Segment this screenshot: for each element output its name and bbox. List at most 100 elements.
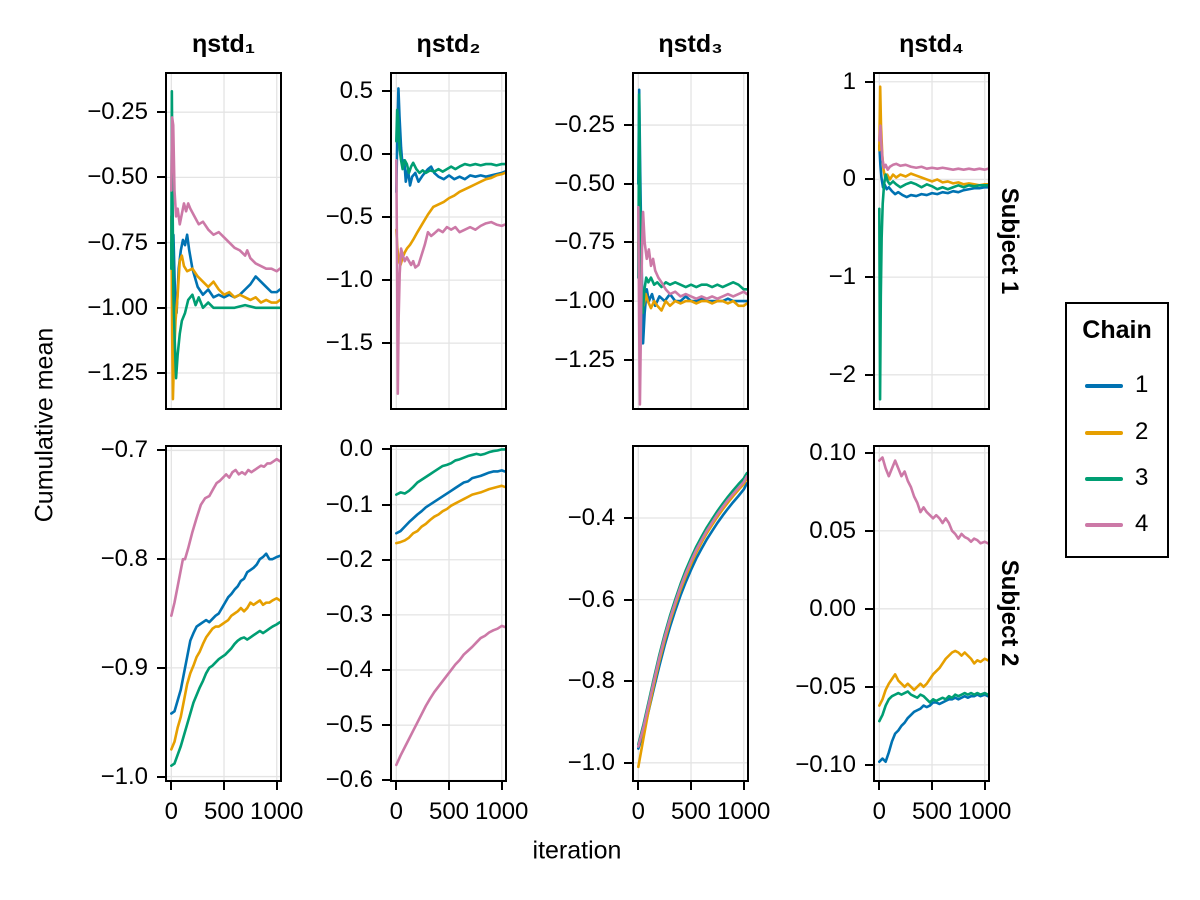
panel-border [390,72,507,410]
x-tick-label: 500 [428,798,470,825]
y-tick-mark [157,111,165,114]
y-tick-mark [157,666,165,669]
x-tick-mark [395,782,398,790]
row-label-subject-2: Subject 2 [996,559,1023,667]
chain-3-line-swatch [1085,477,1123,481]
y-tick-label: −1.00 [554,287,615,315]
x-tick-label: 0 [872,798,886,825]
chain-4-line [878,456,990,545]
x-tick-mark [931,782,934,790]
chain-4-line [395,158,507,395]
y-tick-label: −1.25 [554,345,615,373]
y-tick-label: 0.5 [339,76,373,104]
y-tick-mark [382,448,390,451]
chain-4-line [170,457,282,617]
plot-area [873,445,990,782]
chain-2-line [170,596,282,751]
chain-1-line [637,88,749,345]
y-tick-label: −1.0 [567,748,615,776]
y-tick-label: −1 [828,263,856,291]
legend-entry-chain-2: 2 [1067,417,1167,447]
y-tick-label: 0.0 [339,139,373,167]
y-tick-mark [865,529,873,532]
y-tick-mark [624,680,632,683]
y-tick-label: 1 [842,67,856,95]
y-tick-mark [624,182,632,185]
y-tick-mark [624,124,632,127]
y-tick-label: 0.00 [809,594,856,622]
y-tick-mark [157,449,165,452]
panel-border [165,445,282,782]
x-tick-mark [742,782,745,790]
panel-subject-1-col3 [632,72,749,410]
chain-2-line-swatch [1085,431,1123,435]
chain-1-line [395,87,507,194]
panel-border [165,72,282,410]
panel-subject-1-col1 [165,72,282,410]
y-tick-mark [624,300,632,303]
chain-3-line [637,93,749,315]
chain-legend: Chain 1 2 3 4 [1065,302,1169,558]
y-tick-mark [865,685,873,688]
chain-4-line [878,124,990,171]
chain-1-line [878,143,990,199]
x-tick-label: 1000 [475,798,529,825]
x-tick-mark [170,782,173,790]
x-tick-mark [983,782,986,790]
y-tick-label: −0.7 [100,436,148,464]
column-title-etastd3: ηstd₃ [658,30,723,58]
x-tick-label: 1000 [717,798,771,825]
y-tick-label: 0.05 [809,516,856,544]
y-tick-mark [865,178,873,181]
y-tick-mark [157,306,165,309]
plot-area [165,72,282,410]
y-tick-label: −0.3 [325,600,373,628]
y-tick-mark [624,358,632,361]
chain-3-line [170,89,282,380]
panel-border [873,72,990,410]
x-tick-label: 500 [203,798,245,825]
x-tick-mark [637,782,640,790]
chain-4-line-swatch [1085,523,1123,527]
x-tick-mark [690,782,693,790]
chain-4-line [170,116,282,273]
y-tick-mark [624,517,632,520]
panel-subject-2-col3 [632,445,749,782]
row-label-subject-1: Subject 1 [996,187,1023,295]
legend-label: 4 [1135,510,1149,537]
y-tick-label: −0.5 [325,711,373,739]
chain-4-line [637,475,749,748]
y-tick-mark [382,779,390,782]
y-tick-label: 0.10 [809,438,856,466]
y-tick-mark [382,89,390,92]
y-tick-mark [865,607,873,610]
y-tick-label: −0.5 [325,203,373,231]
y-tick-mark [382,152,390,155]
y-tick-mark [157,241,165,244]
x-tick-label: 0 [164,798,178,825]
panel-subject-2-col4 [873,445,990,782]
x-tick-label: 500 [670,798,712,825]
y-tick-label: −0.8 [567,667,615,695]
y-tick-mark [382,724,390,727]
chain-2-line [170,215,282,401]
plot-area [390,72,507,410]
plot-area [165,445,282,782]
y-tick-label: −0.4 [567,504,615,532]
panel-subject-2-col1 [165,445,282,782]
legend-title: Chain [1082,316,1152,344]
y-tick-label: −0.25 [554,111,615,139]
x-tick-mark [448,782,451,790]
x-axis-label: iteration [532,836,622,865]
y-tick-mark [157,775,165,778]
y-tick-label: −0.1 [325,490,373,518]
y-tick-label: −0.50 [554,169,615,197]
column-title-etastd4: ηstd₄ [899,30,964,58]
chain-2-line [395,484,507,545]
x-tick-label: 1000 [958,798,1012,825]
y-tick-mark [865,80,873,83]
y-tick-label: −1.0 [100,762,148,790]
y-tick-mark [382,669,390,672]
y-tick-label: −1.0 [325,266,373,294]
